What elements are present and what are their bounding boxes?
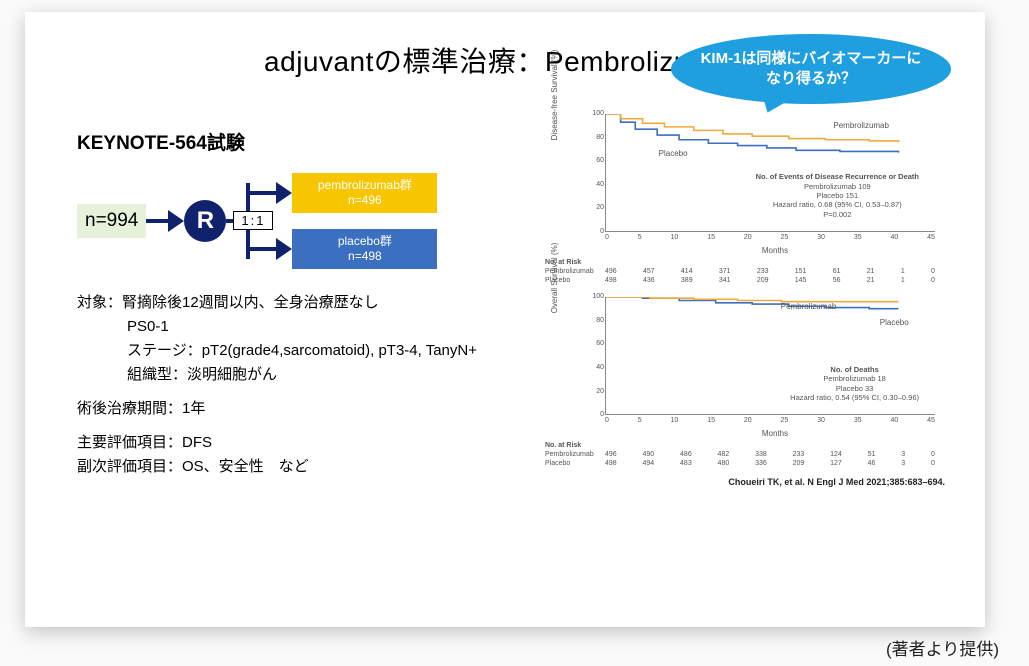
risk-label: Pembrolizumab: [545, 451, 605, 460]
arm-1-name: pembrolizumab群: [292, 178, 437, 193]
connector: [246, 247, 276, 251]
risk-values: 4964904864823382331245130: [605, 451, 945, 460]
enrollment-n: n=994: [77, 204, 146, 238]
trial-criteria: 対象：腎摘除後12週間以内、全身治療歴なし PS0-1 ステージ：pT2(gra…: [77, 291, 525, 479]
km-plot-area: Overall Survival (%) 100806040200 Pembro…: [605, 297, 935, 415]
arm-fork: pembrolizumab群 n=496 1:1 placebo群 n=498: [246, 173, 437, 269]
allocation-ratio: 1:1: [233, 211, 273, 230]
x-ticks: 051015202530354045: [605, 234, 935, 241]
stats-box: No. of Events of Disease Recurrence or D…: [750, 170, 925, 221]
criteria-histology: 組織型：淡明細胞がん: [77, 363, 525, 387]
curve-1-label: Pembrolizumab: [833, 121, 889, 130]
km-plot-area: Disease-free Survival (%) 100806040200 P…: [605, 114, 935, 232]
at-risk-table: No. at Risk Pembrolizumab496457414371233…: [545, 259, 945, 285]
risk-label: Placebo: [545, 460, 605, 469]
connector: [246, 191, 276, 195]
criteria-primary-endpoint: 主要評価項目：DFS: [77, 431, 525, 455]
curve-1-label: Pembrolizumab: [781, 302, 837, 311]
ratio-wrap: 1:1: [228, 212, 278, 230]
slide: adjuvantの標準治療：Pembrolizumab KEYNOTE-564試…: [25, 12, 985, 627]
stats-title: No. of Events of Disease Recurrence or D…: [756, 172, 919, 181]
y-axis-label: Overall Survival (%): [550, 218, 559, 338]
speech-bubble: KIM-1は同様にバイオマーカーになり得るか？: [671, 34, 951, 104]
criteria-duration: 術後治療期間：1年: [77, 397, 525, 421]
left-column: KEYNOTE-564試験 n=994 R pembrolizumab群 n=4…: [65, 110, 525, 487]
y-axis-label: Disease-free Survival (%): [550, 35, 559, 155]
trial-name: KEYNOTE-564試験: [77, 128, 525, 155]
stats-hr: Hazard ratio, 0.54 (95% CI, 0.30–0.96): [790, 393, 919, 402]
arrow-icon: [276, 182, 292, 204]
stats-row: Pembrolizumab 18: [790, 374, 919, 383]
arm-2-box: placebo群 n=498: [292, 229, 437, 269]
arm-1-box: pembrolizumab群 n=496: [292, 173, 437, 213]
stats-title: No. of Deaths: [790, 365, 919, 374]
arrow-icon: [168, 210, 184, 232]
y-ticks: 100806040200: [586, 110, 604, 235]
risk-values: 4984944834803362091274630: [605, 460, 945, 469]
y-ticks: 100806040200: [586, 293, 604, 418]
criteria-secondary-endpoint: 副次評価項目：OS、安全性 など: [77, 455, 525, 479]
arm-2-n: n=498: [292, 249, 437, 264]
stats-p: P=0.002: [756, 210, 919, 219]
stats-box: No. of Deaths Pembrolizumab 18 Placebo 3…: [784, 363, 925, 405]
randomize-node: R: [184, 200, 226, 242]
connector: [146, 219, 168, 223]
risk-header: No. at Risk: [545, 259, 945, 268]
criteria-target: 対象：腎摘除後12週間以内、全身治療歴なし: [77, 291, 525, 315]
at-risk-table: No. at Risk Pembrolizumab496490486482338…: [545, 442, 945, 468]
criteria-ps: PS0-1: [77, 315, 525, 339]
stats-row: Pembrolizumab 109: [756, 182, 919, 191]
risk-header: No. at Risk: [545, 442, 945, 451]
provided-note: (著者より提供): [886, 635, 999, 660]
stats-hr: Hazard ratio, 0.68 (95% CI, 0.53–0.87): [756, 200, 919, 209]
criteria-stage: ステージ：pT2(grade4,sarcomatoid), pT3-4, Tan…: [77, 339, 525, 363]
randomization-diagram: n=994 R pembrolizumab群 n=496 1:: [77, 173, 525, 269]
curve-2-label: Placebo: [880, 318, 909, 327]
risk-values: 498436389341209145562110: [605, 277, 945, 286]
stats-row: Placebo 33: [790, 384, 919, 393]
x-axis-label: Months: [605, 246, 945, 255]
curve-2-label: Placebo: [659, 149, 688, 158]
two-column-layout: KEYNOTE-564試験 n=994 R pembrolizumab群 n=4…: [65, 110, 945, 487]
x-ticks: 051015202530354045: [605, 417, 935, 424]
arm-2-name: placebo群: [292, 234, 437, 249]
arrow-icon: [276, 238, 292, 260]
risk-values: 496457414371233151612110: [605, 268, 945, 277]
x-axis-label: Months: [605, 429, 945, 438]
arm-1-n: n=496: [292, 193, 437, 208]
km-chart-dfs: Disease-free Survival (%) 100806040200 P…: [545, 114, 945, 285]
arm-1: pembrolizumab群 n=496: [246, 173, 437, 213]
citation: Choueiri TK, et al. N Engl J Med 2021;38…: [545, 477, 945, 487]
stats-row: Placebo 151: [756, 191, 919, 200]
km-chart-os: Overall Survival (%) 100806040200 Pembro…: [545, 297, 945, 468]
right-column: KIM-1は同様にバイオマーカーになり得るか？ Disease-free Sur…: [545, 110, 945, 487]
arm-2: placebo群 n=498: [246, 229, 437, 269]
